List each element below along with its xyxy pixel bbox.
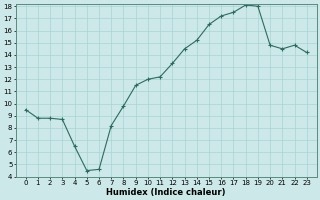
X-axis label: Humidex (Indice chaleur): Humidex (Indice chaleur) [107, 188, 226, 197]
